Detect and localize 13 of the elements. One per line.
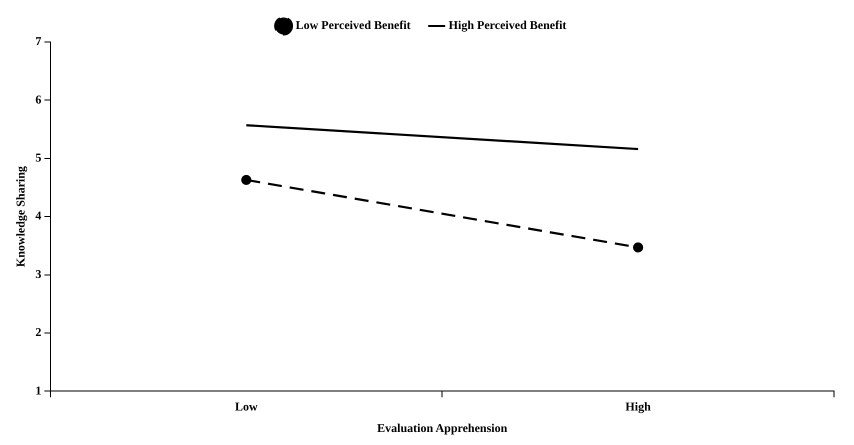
- y-tick-label: 5: [35, 150, 42, 164]
- y-tick-label: 3: [35, 266, 42, 281]
- y-axis-title: Knowledge Sharing: [13, 166, 28, 268]
- y-tick-label: 1: [35, 383, 42, 398]
- y-tick-label: 7: [35, 34, 42, 48]
- y-tick-label: 6: [35, 92, 42, 106]
- x-axis-title: Evaluation Apprehension: [377, 420, 508, 435]
- y-tick-label: 4: [35, 208, 42, 223]
- x-tick-label: Low: [234, 399, 258, 414]
- legend-label: Low Perceived Benefit: [296, 18, 411, 32]
- legend-label: High Perceived Benefit: [448, 18, 566, 32]
- x-tick-label: High: [625, 399, 652, 414]
- y-tick-label: 2: [35, 325, 42, 340]
